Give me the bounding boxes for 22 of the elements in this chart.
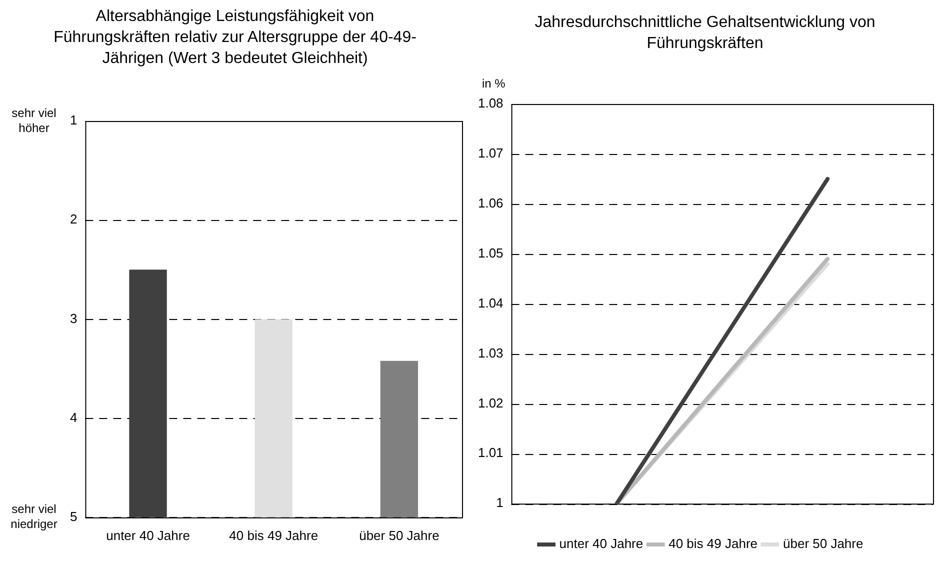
y-tick-label: 1.03 [478, 345, 504, 360]
chart-title: Altersabhängige Leistungsfähigkeit von Führungskräften relativ zur Altersgruppe der 40-49-Jährigen (Wert 3 bedeutet Gleichheit) [52, 7, 418, 69]
y-axis-title: in % [482, 76, 506, 90]
x-tick-label: unter 40 Jahre [106, 528, 190, 543]
text: sehr viel höher [10, 106, 58, 136]
y-tick-label: 1 [70, 112, 78, 128]
y-tick-label: 1.05 [478, 245, 504, 260]
y-tick-label: 2 [70, 212, 78, 227]
y-tick-label: 1.01 [478, 445, 504, 460]
y-tick-label: 1.08 [478, 96, 504, 111]
y-tick-label: 1 [496, 495, 504, 510]
y-tick-label: 3 [70, 310, 78, 326]
x-tick-label: über 50 Jahre [359, 528, 440, 543]
y-tick-label: 1.02 [478, 395, 504, 410]
x-tick-label: 40 bis 49 Jahre [229, 528, 318, 543]
y-tick-label: 1.04 [478, 295, 504, 310]
text: sehr viel niedriger [10, 502, 58, 532]
y-tick-label: 4 [70, 410, 78, 425]
y-tick-label: 1.07 [478, 146, 504, 161]
y-tick-label: 5 [70, 508, 78, 524]
y-tick-label: 1.06 [478, 195, 504, 210]
chart-title: Jahresdurchschnittliche Gehaltsentwicklung von Führungskräften [534, 13, 876, 54]
